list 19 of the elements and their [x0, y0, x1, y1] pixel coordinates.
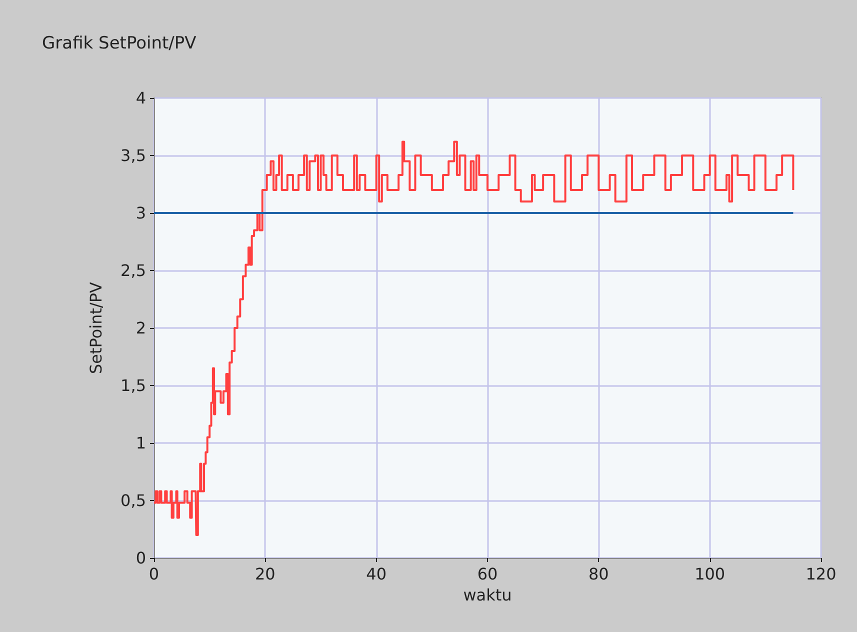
x-tick-label: 80 [588, 564, 609, 584]
y-tick-label: 4 [136, 88, 146, 108]
y-tick-label: 1 [136, 434, 146, 452]
y-tick-label: 2,5 [120, 261, 146, 280]
x-tick-label: 20 [254, 564, 276, 584]
x-tick-label: 0 [148, 564, 160, 584]
x-tick-label: 40 [366, 564, 387, 584]
y-tick-label: 0,5 [120, 491, 146, 510]
y-tick-label: 1,5 [120, 376, 146, 395]
chart-title: Grafik SetPoint/PV [42, 34, 197, 54]
y-axis-title: SetPoint/PV [86, 282, 106, 374]
y-tick-label: 0 [136, 548, 146, 568]
x-axis-title: waktu [463, 585, 512, 604]
y-tick-label: 3 [136, 204, 146, 222]
x-tick-label: 120 [806, 564, 836, 584]
x-tick-label: 60 [477, 564, 498, 584]
y-tick-label: 3,5 [120, 146, 146, 165]
x-tick-label: 100 [694, 564, 726, 584]
y-tick-label: 2 [136, 318, 146, 338]
